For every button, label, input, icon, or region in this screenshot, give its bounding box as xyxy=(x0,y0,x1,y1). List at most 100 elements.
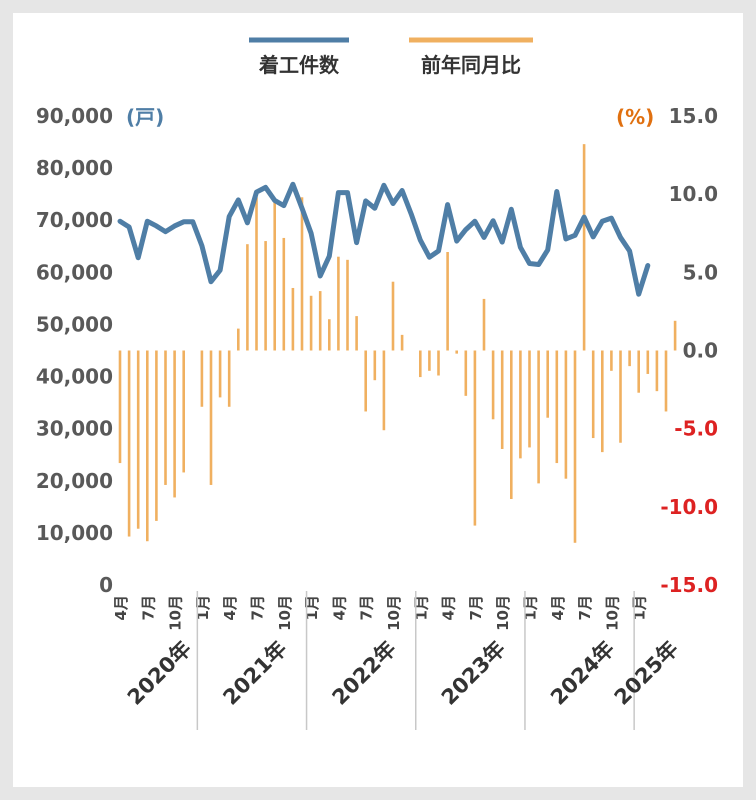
month-tick-label: 1月 xyxy=(303,595,321,620)
month-tick-label: 4月 xyxy=(549,595,567,620)
month-tick-label: 10月 xyxy=(603,595,621,631)
bar xyxy=(673,320,677,351)
bar xyxy=(355,316,358,351)
bar xyxy=(473,350,477,526)
bar xyxy=(309,295,313,351)
year-label: 2025年 xyxy=(610,636,683,709)
year-label: 2024年 xyxy=(546,636,619,709)
bar xyxy=(555,350,559,464)
bar xyxy=(155,350,158,521)
year-label: 2023年 xyxy=(437,636,510,709)
bar xyxy=(619,350,622,443)
bar xyxy=(346,259,349,351)
bar xyxy=(464,350,468,396)
bar xyxy=(573,350,577,543)
bar xyxy=(291,287,295,351)
right-tick-label: 15.0 xyxy=(669,104,718,128)
right-tick-label: 10.0 xyxy=(669,182,718,206)
bar xyxy=(610,350,613,371)
bar xyxy=(182,350,185,473)
month-tick-label: 1月 xyxy=(522,595,540,620)
bar xyxy=(218,350,222,398)
bar xyxy=(655,350,659,392)
right-axis-unit: (%) xyxy=(616,105,654,129)
chart-card: 着工件数 前年同月比 (戸) (%) 0 10,000 20,000 30,000 40… xyxy=(13,13,743,787)
bar xyxy=(446,252,449,351)
bar xyxy=(646,350,650,374)
bar xyxy=(591,350,595,439)
left-tick-label: 10,000 xyxy=(36,521,113,545)
bar xyxy=(400,334,404,351)
bar xyxy=(164,350,167,485)
bar xyxy=(500,350,504,449)
x-axis: 4月 7月 10月 1月 4月 7月 10月 1月 4月 7月 10月 1月 4月 7月 10月 1月 4月 7月… xyxy=(112,591,683,730)
legend-bar-label: 前年同月比 xyxy=(421,53,521,77)
month-tick-label: 7月 xyxy=(576,595,594,620)
bar xyxy=(255,197,258,351)
bar xyxy=(200,350,204,407)
right-tick-label: 5.0 xyxy=(683,260,718,284)
bar xyxy=(237,328,240,351)
month-tick-label: 7月 xyxy=(249,595,267,620)
line-path xyxy=(117,181,651,297)
bar xyxy=(546,350,549,418)
month-tick-label: 4月 xyxy=(330,595,348,620)
left-tick-label: 90,000 xyxy=(36,104,113,128)
bar xyxy=(510,350,513,500)
bar xyxy=(118,350,122,464)
left-tick-label: 60,000 xyxy=(36,260,113,284)
bar xyxy=(537,350,540,484)
month-tick-label: 4月 xyxy=(112,595,130,620)
right-tick-label: -15.0 xyxy=(660,573,718,597)
bar xyxy=(391,281,395,351)
chart: 着工件数 前年同月比 (戸) (%) 0 10,000 20,000 30,000 40… xyxy=(36,37,718,730)
right-tick-label: -5.0 xyxy=(674,417,718,441)
bar xyxy=(282,237,286,351)
right-axis-ticks: 15.0 10.0 5.0 0.0 -5.0 -10.0 -15.0 xyxy=(660,104,718,597)
right-tick-label: -10.0 xyxy=(660,495,718,519)
bar xyxy=(264,241,267,351)
bar xyxy=(318,291,322,351)
bar xyxy=(601,350,604,453)
left-axis-ticks: 0 10,000 20,000 30,000 40,000 50,000 60,000 70,… xyxy=(36,104,113,597)
left-tick-label: 30,000 xyxy=(36,417,113,441)
left-axis-unit: (戸) xyxy=(126,105,164,129)
month-tick-label: 7月 xyxy=(358,595,376,620)
bar xyxy=(564,350,568,479)
month-tick-label: 10月 xyxy=(494,595,512,631)
bar xyxy=(136,350,140,529)
bar xyxy=(337,256,340,351)
bar xyxy=(637,350,640,393)
bar xyxy=(273,200,276,351)
left-tick-label: 80,000 xyxy=(36,156,113,180)
month-tick-label: 10月 xyxy=(276,595,294,631)
month-tick-label: 10月 xyxy=(167,595,185,631)
month-tick-label: 1月 xyxy=(194,595,212,620)
month-tick-label: 10月 xyxy=(385,595,403,631)
bar xyxy=(437,350,440,376)
month-tick-label: 7月 xyxy=(139,595,157,620)
bar xyxy=(382,350,386,431)
legend: 着工件数 前年同月比 xyxy=(249,37,533,77)
bar xyxy=(246,244,249,351)
bar xyxy=(482,298,486,351)
bar xyxy=(364,350,367,412)
bar xyxy=(528,350,531,448)
bar xyxy=(491,350,495,420)
bar xyxy=(227,350,231,407)
bar xyxy=(173,350,176,498)
bar xyxy=(127,350,131,537)
bar xyxy=(628,350,631,367)
bar xyxy=(428,350,431,371)
line-series xyxy=(117,181,651,297)
bar xyxy=(146,350,149,542)
right-tick-label: 0.0 xyxy=(683,339,718,363)
bar xyxy=(519,350,522,459)
month-tick-label: 4月 xyxy=(440,595,458,620)
month-tick-label: 4月 xyxy=(221,595,239,620)
month-tick-label: 7月 xyxy=(467,595,485,620)
bar xyxy=(300,197,304,351)
year-label: 2022年 xyxy=(328,636,401,709)
bar-series xyxy=(118,144,677,543)
left-tick-label: 0 xyxy=(99,573,113,597)
